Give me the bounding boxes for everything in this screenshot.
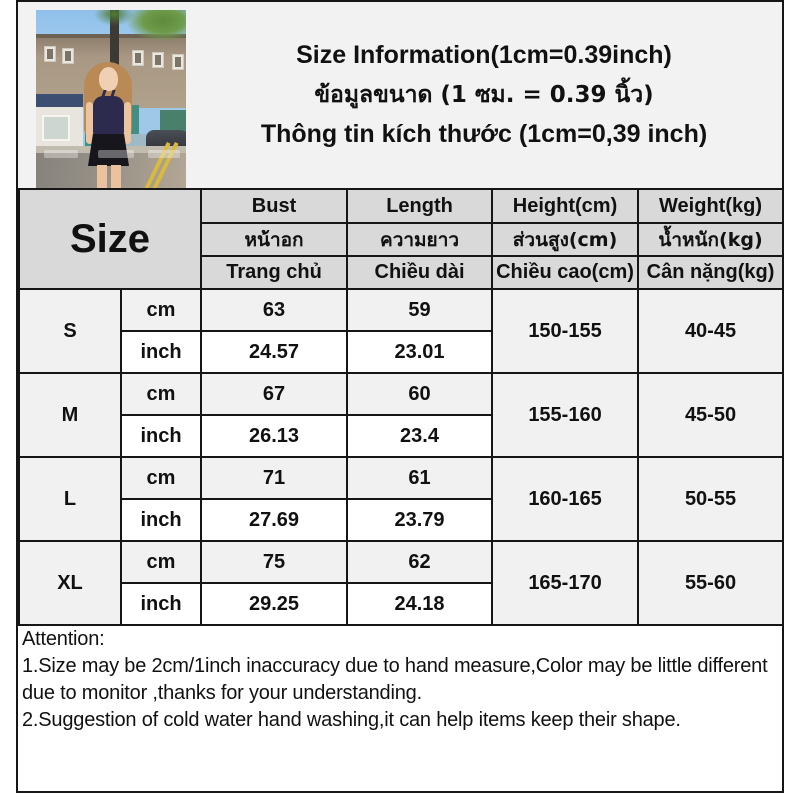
photo-window — [132, 50, 144, 66]
table-row-l-inch: inch 27.69 23.79 — [19, 498, 783, 542]
m-bust-cm: 67 — [200, 372, 349, 416]
xl-length-inch: 24.18 — [346, 582, 494, 626]
xl-weight-range: 55-60 — [637, 540, 785, 626]
l-length-inch: 23.79 — [346, 498, 494, 542]
photo-tree — [94, 10, 134, 26]
photo-window — [152, 52, 164, 68]
unit-cm-label: cm — [119, 372, 203, 416]
col-header-height-vi: Chiều cao(cm) — [491, 255, 640, 290]
unit-inch-label: inch — [119, 414, 203, 458]
size-info-title-block: Size Information(1cm=0.39inch) ข้อมูลขนา… — [186, 2, 782, 188]
col-header-length-vi: Chiều dài — [346, 255, 494, 290]
table-row-m-cm: M cm 67 60 155-160 45-50 — [18, 372, 785, 458]
s-length-cm: 59 — [346, 288, 494, 332]
col-header-height-en: Height(cm) — [491, 188, 640, 224]
col-header-weight-th: น้ำหนัก(kg) — [637, 222, 785, 257]
attention-heading: Attention: — [22, 628, 105, 650]
table-row-l-cm: L cm 71 61 160-165 50-55 — [18, 456, 785, 542]
size-l-cell: L — [18, 456, 122, 542]
attention-note-1: 1.Size may be 2cm/1inch inaccuracy due t… — [22, 655, 768, 704]
col-header-bust-vi: Trang chủ — [200, 255, 349, 290]
table-row-m-inch: inch 26.13 23.4 — [19, 414, 783, 458]
title-english: Size Information(1cm=0.39inch) — [296, 41, 672, 69]
col-header-length-th: ความยาว — [346, 222, 494, 257]
photo-tree — [126, 10, 186, 42]
photo-lamp-post — [110, 10, 119, 102]
size-m-cell: M — [18, 372, 122, 458]
photo-navy-top — [93, 96, 124, 136]
size-xl-cell: XL — [18, 540, 122, 626]
photo-black-skirt — [88, 134, 129, 166]
xl-bust-inch: 29.25 — [200, 582, 349, 626]
photo-window — [44, 46, 56, 62]
col-header-weight-en: Weight(kg) — [637, 188, 785, 224]
photo-window — [62, 48, 74, 64]
s-bust-inch: 24.57 — [200, 330, 349, 374]
attention-notes: Attention: 1.Size may be 2cm/1inch inacc… — [22, 626, 778, 734]
col-header-weight-vi: Cân nặng(kg) — [637, 255, 785, 290]
xl-length-cm: 62 — [346, 540, 494, 584]
attention-note-2: 2.Suggestion of cold water hand washing,… — [22, 709, 681, 731]
s-height-range: 150-155 — [491, 288, 640, 374]
table-row-xl-cm: XL cm 75 62 165-170 55-60 — [18, 540, 785, 626]
photo-watermark — [98, 150, 134, 158]
l-weight-range: 50-55 — [637, 456, 785, 542]
xl-height-range: 165-170 — [491, 540, 640, 626]
col-header-bust-en: Bust — [200, 188, 349, 224]
header-area: Size Information(1cm=0.39inch) ข้อมูลขนา… — [18, 2, 782, 188]
col-header-bust-th: หน้าอก — [200, 222, 349, 257]
photo-shop-sign — [36, 94, 83, 107]
photo-model-arm — [124, 102, 131, 144]
unit-inch-label: inch — [119, 582, 203, 626]
s-bust-cm: 63 — [200, 288, 349, 332]
l-height-range: 160-165 — [491, 456, 640, 542]
l-length-cm: 61 — [346, 456, 494, 500]
title-thai: ข้อมูลขนาด (1 ซม. = 0.39 นิ้ว) — [314, 82, 654, 108]
product-photo — [36, 10, 186, 188]
s-weight-range: 40-45 — [637, 288, 785, 374]
s-length-inch: 23.01 — [346, 330, 494, 374]
photo-model-leg — [97, 165, 107, 188]
photo-model-leg — [111, 165, 121, 188]
table-row-xl-inch: inch 29.25 24.18 — [19, 582, 783, 626]
size-header-cell: Size — [17, 188, 203, 290]
photo-model-arm — [86, 102, 93, 144]
unit-inch-label: inch — [119, 498, 203, 542]
table-row-s-cm: S cm 63 59 150-155 40-45 — [18, 288, 785, 374]
size-table: Size Bust Length Height(cm) Weight(kg) ห… — [17, 188, 785, 626]
l-bust-cm: 71 — [200, 456, 349, 500]
col-header-length-en: Length — [346, 188, 494, 224]
size-chart-frame: Size Information(1cm=0.39inch) ข้อมูลขนา… — [16, 0, 785, 793]
photo-watermark — [148, 150, 180, 158]
unit-cm-label: cm — [119, 288, 203, 332]
photo-watermark — [44, 150, 78, 158]
title-vietnamese: Thông tin kích thước (1cm=0,39 inch) — [260, 120, 708, 148]
m-height-range: 155-160 — [491, 372, 640, 458]
unit-cm-label: cm — [119, 540, 203, 584]
unit-cm-label: cm — [119, 456, 203, 500]
photo-window — [172, 54, 184, 70]
m-length-inch: 23.4 — [346, 414, 494, 458]
m-length-cm: 60 — [346, 372, 494, 416]
col-header-height-th: ส่วนสูง(cm) — [491, 222, 640, 257]
size-s-cell: S — [18, 288, 122, 374]
xl-bust-cm: 75 — [200, 540, 349, 584]
l-bust-inch: 27.69 — [200, 498, 349, 542]
m-weight-range: 45-50 — [637, 372, 785, 458]
photo-model-face — [99, 67, 118, 91]
m-bust-inch: 26.13 — [200, 414, 349, 458]
unit-inch-label: inch — [119, 330, 203, 374]
table-row-s-inch: inch 24.57 23.01 — [19, 330, 783, 374]
